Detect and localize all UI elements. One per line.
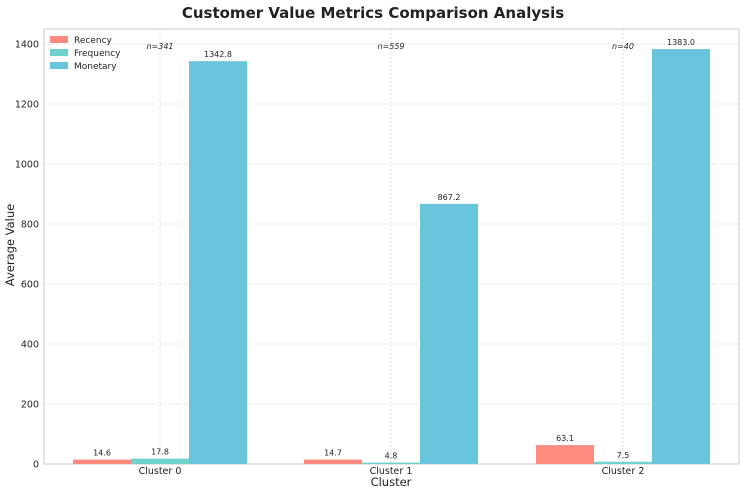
bar-value-label: 4.8 bbox=[385, 452, 398, 461]
y-tick-label: 1400 bbox=[15, 40, 39, 51]
bar-value-label: 867.2 bbox=[438, 193, 461, 202]
bar-monetary bbox=[652, 49, 710, 464]
y-tick-label: 400 bbox=[21, 340, 39, 351]
x-tick-label: Cluster 2 bbox=[602, 466, 645, 477]
y-tick-label: 1200 bbox=[15, 100, 39, 111]
y-tick-label: 1000 bbox=[15, 160, 39, 171]
bar-value-label: 63.1 bbox=[556, 434, 574, 443]
cluster-size-label: n=40 bbox=[612, 42, 634, 51]
chart-title: Customer Value Metrics Comparison Analys… bbox=[182, 4, 564, 22]
bar-value-label: 14.6 bbox=[93, 449, 111, 458]
plot-frame bbox=[43, 28, 740, 465]
y-tick-label: 600 bbox=[21, 280, 39, 291]
bar-frequency bbox=[594, 461, 652, 464]
grid-layer bbox=[44, 29, 739, 464]
bar-frequency bbox=[362, 462, 420, 464]
bar-recency bbox=[73, 459, 131, 464]
legend-swatch-recency bbox=[50, 36, 68, 43]
bar-recency bbox=[536, 445, 594, 464]
x-tick-label: Cluster 0 bbox=[139, 466, 182, 477]
bars-layer bbox=[73, 49, 710, 464]
bar-monetary bbox=[189, 61, 247, 464]
bar-value-label: 17.8 bbox=[151, 448, 169, 457]
bar-value-label: 7.5 bbox=[617, 451, 630, 460]
bar-value-label: 1383.0 bbox=[667, 38, 695, 47]
legend-swatch-monetary bbox=[50, 62, 68, 69]
y-tick-label: 800 bbox=[21, 220, 39, 231]
bar-value-label: 14.7 bbox=[324, 449, 342, 458]
x-axis-label: Cluster bbox=[371, 475, 412, 489]
y-tick-label: 200 bbox=[21, 400, 39, 411]
legend-label: Monetary bbox=[74, 62, 117, 72]
labels-layer: 0 200 400 600 800 1000 1200 1400 14.6 14.7 63.1 17.… bbox=[15, 38, 695, 477]
legend: Recency Frequency Monetary bbox=[50, 36, 121, 72]
y-axis-label: Average Value bbox=[3, 204, 17, 286]
bar-monetary bbox=[420, 203, 478, 464]
cluster-size-label: n=559 bbox=[377, 42, 404, 51]
y-tick-label: 0 bbox=[33, 460, 39, 471]
bar-value-label: 1342.8 bbox=[204, 50, 232, 59]
bar-frequency bbox=[131, 458, 189, 464]
bar-recency bbox=[304, 459, 362, 464]
legend-swatch-frequency bbox=[50, 49, 68, 56]
legend-label: Recency bbox=[74, 36, 113, 46]
x-tick-label: Cluster 1 bbox=[370, 466, 413, 477]
cluster-size-label: n=341 bbox=[146, 42, 173, 51]
legend-label: Frequency bbox=[74, 49, 121, 59]
